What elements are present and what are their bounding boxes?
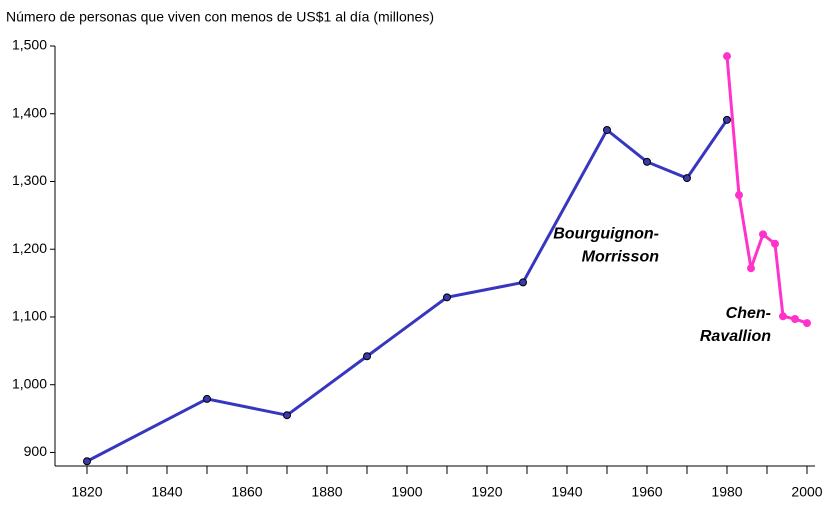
y-tick-label: 900 [24,443,48,459]
series-line [86,118,729,463]
x-tick-label: 1900 [391,484,422,500]
point [519,278,527,287]
point [443,293,451,302]
point [603,126,611,134]
point [643,157,651,166]
y-tick-label: 1,500 [12,37,47,53]
series-annotation: Ravallion [700,328,771,345]
point [771,239,779,248]
point [735,191,743,200]
y-tick-label: 1,300 [12,172,47,188]
x-tick-label: 2000 [791,484,822,500]
x-tick-label: 1880 [311,484,342,500]
point [779,312,787,321]
x-tick-label: 1940 [551,484,582,500]
series-annotation: Chen- [726,305,771,322]
point [723,52,731,61]
x-tick-label: 1860 [231,484,262,500]
point [723,115,731,124]
y-tick-label: 1,200 [12,240,47,256]
point [759,230,767,239]
y-tick-label: 1,000 [12,375,47,391]
x-tick-label: 1820 [71,484,102,500]
y-tick-label: 1,400 [12,104,47,120]
x-tick-label: 1980 [711,484,742,500]
point [683,174,691,183]
point [363,352,371,361]
point [803,319,811,328]
x-tick-label: 1840 [151,484,182,500]
point [83,457,91,466]
series-annotation: Morrisson [582,249,660,266]
point [203,394,211,403]
series-line [725,56,808,325]
x-tick-label: 1960 [631,484,662,500]
y-tick-label: 1,100 [12,308,47,324]
point [283,411,291,420]
x-tick-label: 1920 [471,484,502,500]
point [747,264,755,273]
series-annotation: Bourguignon- [553,226,659,243]
chart-title: Número de personas que viven con menos d… [6,9,434,25]
point [791,315,799,323]
